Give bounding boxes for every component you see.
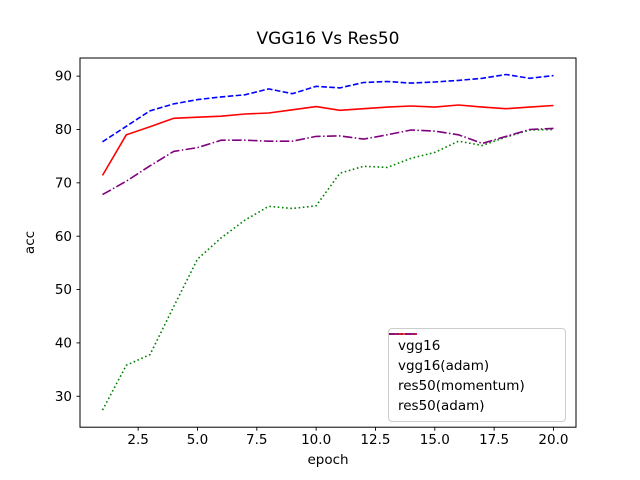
y-axis-label: acc xyxy=(22,231,38,254)
plot-area: 2.5 5.0 7.5 10.0 12.5 15.0 17.5 20.0 30 40 50 60 70 8… xyxy=(55,57,577,448)
x-tick-label: 12.5 xyxy=(360,432,390,448)
y-tick-label: 50 xyxy=(55,282,72,298)
legend-label: res50(adam) xyxy=(398,398,485,414)
legend-item-res50momentum: res50(momentum) xyxy=(389,333,556,396)
series-line-vgg16 xyxy=(102,73,554,143)
legend-label: res50(momentum) xyxy=(398,378,525,394)
y-tick-label: 70 xyxy=(55,175,72,191)
x-axis-label: epoch xyxy=(307,452,348,468)
plot-border xyxy=(79,57,577,428)
x-tick-label: 17.5 xyxy=(479,432,509,448)
x-tick-label: 15.0 xyxy=(420,432,450,448)
y-tick-label: 60 xyxy=(55,229,72,245)
legend-item-vgg16adam: vgg16(adam) xyxy=(389,333,556,376)
legend-label: vgg16(adam) xyxy=(398,358,490,374)
y-tick-label: 30 xyxy=(55,389,72,405)
series-line-res50momentum xyxy=(101,104,554,176)
x-tick-label: 20.0 xyxy=(538,432,568,448)
legend-label: vgg16 xyxy=(398,338,441,354)
x-tick-label: 2.5 xyxy=(127,432,148,448)
chart-title: VGG16 Vs Res50 xyxy=(257,29,400,49)
y-tick-label: 80 xyxy=(55,122,72,138)
y-tick-label: 40 xyxy=(55,336,72,352)
x-tick-label: 7.5 xyxy=(246,432,267,448)
x-tick-label: 10.0 xyxy=(301,432,331,448)
legend: vgg16 vgg16(adam) res50(momentum) res50(ada… xyxy=(388,328,566,422)
series-line-vgg16adam xyxy=(101,128,554,411)
legend-line-sample-icon xyxy=(389,333,417,335)
x-tick-label: 5.0 xyxy=(187,432,208,448)
legend-item-vgg16: vgg16 xyxy=(389,333,556,356)
series-line-res50adam xyxy=(102,127,554,196)
legend-item-res50adam: res50(adam) xyxy=(389,333,556,416)
y-tick-label: 90 xyxy=(55,69,72,85)
